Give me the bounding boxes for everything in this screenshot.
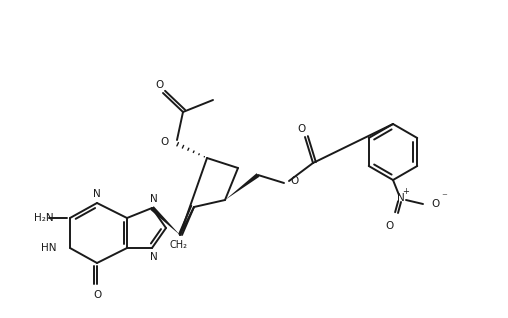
Text: N: N xyxy=(150,194,158,204)
Text: O: O xyxy=(93,290,101,300)
Polygon shape xyxy=(225,173,260,200)
Text: CH₂: CH₂ xyxy=(169,240,187,250)
Polygon shape xyxy=(150,206,180,235)
Text: N: N xyxy=(150,252,158,262)
Text: O: O xyxy=(161,137,169,147)
Text: O: O xyxy=(156,80,164,90)
Text: N: N xyxy=(397,193,405,203)
Text: O: O xyxy=(290,176,298,186)
Text: +: + xyxy=(402,186,409,196)
Text: H₂N: H₂N xyxy=(35,213,54,223)
Text: N: N xyxy=(93,189,101,199)
Text: O: O xyxy=(431,199,439,209)
Text: ⁻: ⁻ xyxy=(441,192,447,202)
Text: HN: HN xyxy=(41,243,56,253)
Text: O: O xyxy=(386,221,394,231)
Text: O: O xyxy=(297,124,305,134)
